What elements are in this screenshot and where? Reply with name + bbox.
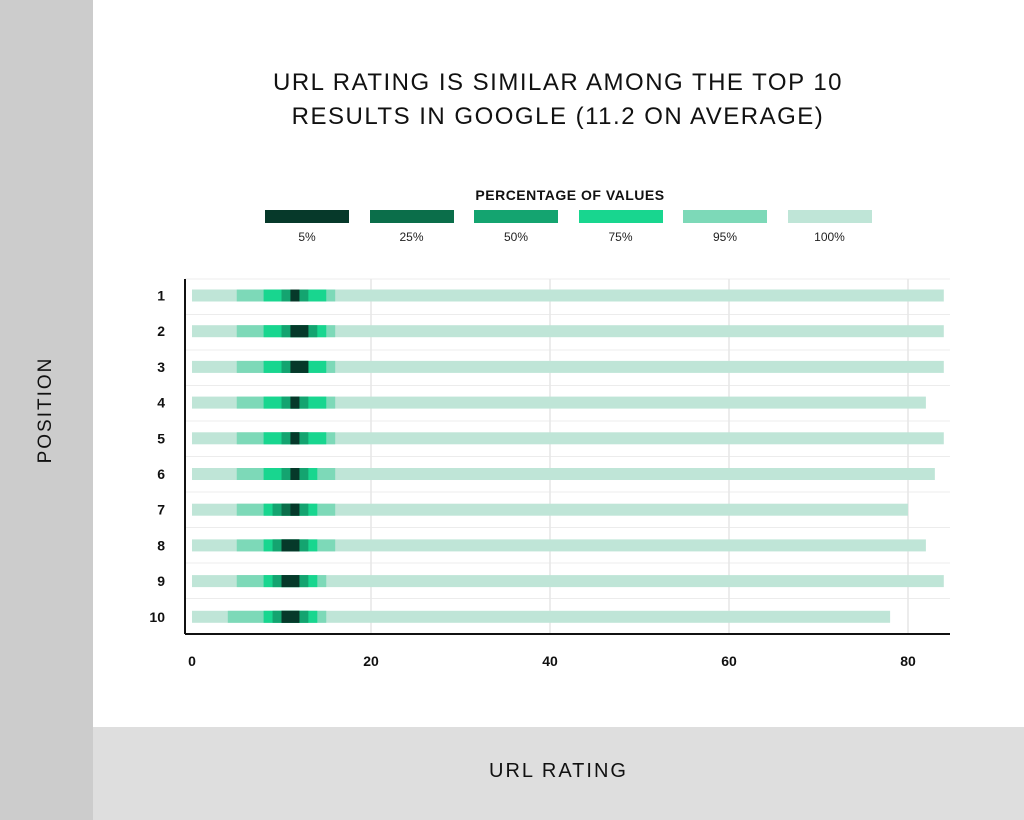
legend-label: 95% <box>712 230 738 244</box>
x-tick-label: 60 <box>721 653 737 669</box>
bar-segment <box>192 289 944 302</box>
y-tick-label: 8 <box>157 537 165 553</box>
bar-segment <box>192 575 944 588</box>
x-axis-title-band <box>93 727 1024 820</box>
bar-segment <box>192 503 908 516</box>
legend-item: 95% <box>683 210 767 244</box>
bar-segment <box>290 468 300 480</box>
bar-segment <box>290 360 309 373</box>
y-tick-label: 9 <box>157 573 165 589</box>
bar-segment <box>192 432 944 445</box>
legend-label: 50% <box>503 230 529 244</box>
legend-swatch <box>369 210 454 223</box>
legend-label: 5% <box>298 230 316 244</box>
y-tick-label: 4 <box>157 395 165 411</box>
bar-segment <box>290 503 300 516</box>
bar-segment <box>192 360 944 373</box>
bar-segment <box>290 325 309 338</box>
y-tick-label: 5 <box>157 430 165 446</box>
chart-title-line-2: RESULTS IN GOOGLE (11.2 ON AVERAGE) <box>291 103 825 130</box>
legend-swatch <box>683 210 767 223</box>
x-axis-title: URL RATING <box>489 760 628 782</box>
legend-item: 5% <box>265 210 349 244</box>
x-tick-label: 20 <box>363 653 379 669</box>
legend-swatch <box>578 210 663 223</box>
chart-title: URL RATING IS SIMILAR AMONG THE TOP 10 R… <box>200 66 916 134</box>
legend-label: 25% <box>399 230 424 244</box>
bar-segment <box>192 610 891 623</box>
legend-label: 75% <box>608 230 633 244</box>
x-tick-label: 0 <box>188 653 196 669</box>
chart-title-line-1: URL RATING IS SIMILAR AMONG THE TOP 10 <box>272 69 844 96</box>
bar-segment <box>290 396 300 409</box>
legend-item: 50% <box>474 210 558 244</box>
bar-segment <box>290 289 300 302</box>
y-tick-label: 2 <box>157 323 165 339</box>
bar-segment <box>290 432 300 445</box>
x-tick-label: 80 <box>900 653 916 669</box>
legend-title: PERCENTAGE OF VALUES <box>475 187 665 203</box>
y-tick-label: 3 <box>157 359 165 375</box>
bar-segment <box>281 539 300 552</box>
bar-segment <box>192 396 926 409</box>
y-tick-label: 1 <box>157 288 165 304</box>
legend-item: 100% <box>787 210 872 244</box>
legend-swatch <box>474 210 558 223</box>
y-tick-label: 6 <box>157 466 165 482</box>
legend-item: 75% <box>578 210 663 244</box>
bar-segment <box>281 610 300 623</box>
y-axis-title-band: POSITION <box>0 0 93 820</box>
bar-segment <box>192 468 935 480</box>
y-tick-label: 10 <box>149 609 165 625</box>
legend-label: 100% <box>814 230 845 244</box>
legend-item: 25% <box>369 210 454 244</box>
legend-swatch <box>787 210 872 223</box>
legend-swatch <box>265 210 349 223</box>
x-tick-label: 40 <box>542 653 558 669</box>
y-tick-label: 7 <box>157 502 165 518</box>
bar-segment <box>281 575 300 588</box>
bar-segment <box>192 539 926 552</box>
bar-segment <box>192 325 944 338</box>
